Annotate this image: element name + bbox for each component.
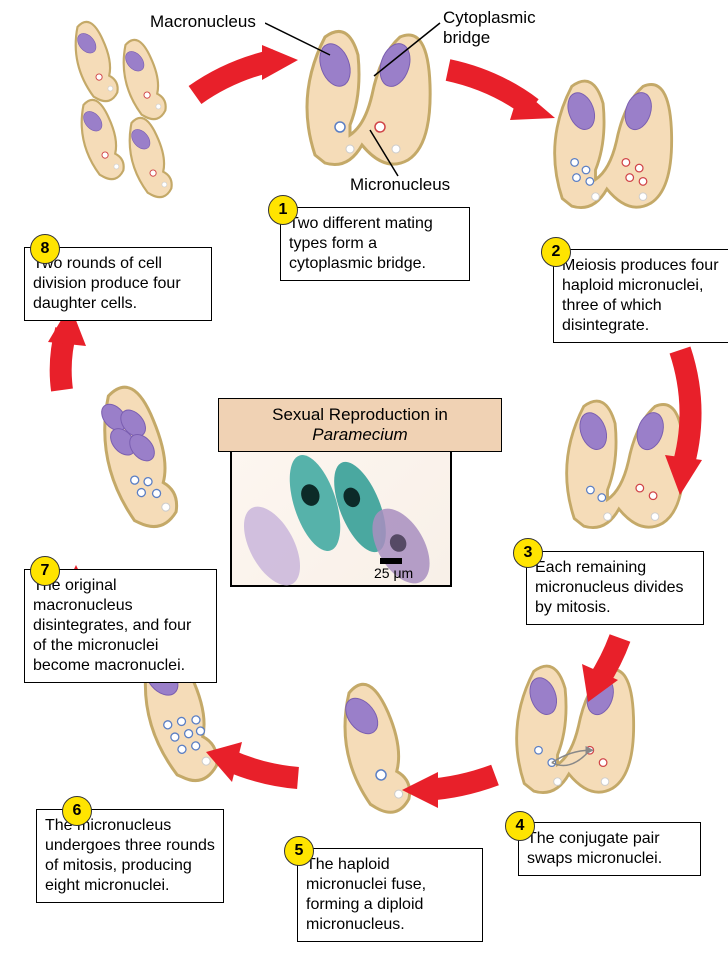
- leader-cytoplasmic-bridge: [372, 20, 442, 80]
- step-box-6: The micronucleus undergoes three rounds …: [36, 809, 224, 903]
- scale-text: 25 μm: [374, 565, 413, 581]
- step-number-7: 7: [30, 556, 60, 586]
- micrograph: 25 μm: [230, 443, 452, 587]
- diagram-container: Macronucleus Cytoplasmic bridge Micronuc…: [0, 0, 728, 980]
- step-number-3: 3: [513, 538, 543, 568]
- step-number-2: 2: [541, 237, 571, 267]
- title-box: Sexual Reproduction in Paramecium: [218, 398, 502, 452]
- step-box-7: The original macronucleus disintegrates,…: [24, 569, 217, 683]
- scale-bar: [380, 558, 402, 564]
- leader-micronucleus: [368, 128, 428, 178]
- step-number-8: 8: [30, 234, 60, 264]
- title-text: Sexual Reproduction in Paramecium: [272, 405, 448, 444]
- step-number-1: 1: [268, 195, 298, 225]
- step-number-5: 5: [284, 836, 314, 866]
- step-box-2: Meiosis produces four haploid micronucle…: [553, 249, 728, 343]
- step-box-1: Two different mating types form a cytopl…: [280, 207, 470, 281]
- step-box-4: The conjugate pair swaps micronuclei.: [518, 822, 701, 876]
- step-box-5: The haploid micronuclei fuse, forming a …: [297, 848, 483, 942]
- step-number-6: 6: [62, 796, 92, 826]
- step-box-3: Each remaining micronucleus divides by m…: [526, 551, 704, 625]
- step-number-4: 4: [505, 811, 535, 841]
- leader-macronucleus: [265, 20, 345, 60]
